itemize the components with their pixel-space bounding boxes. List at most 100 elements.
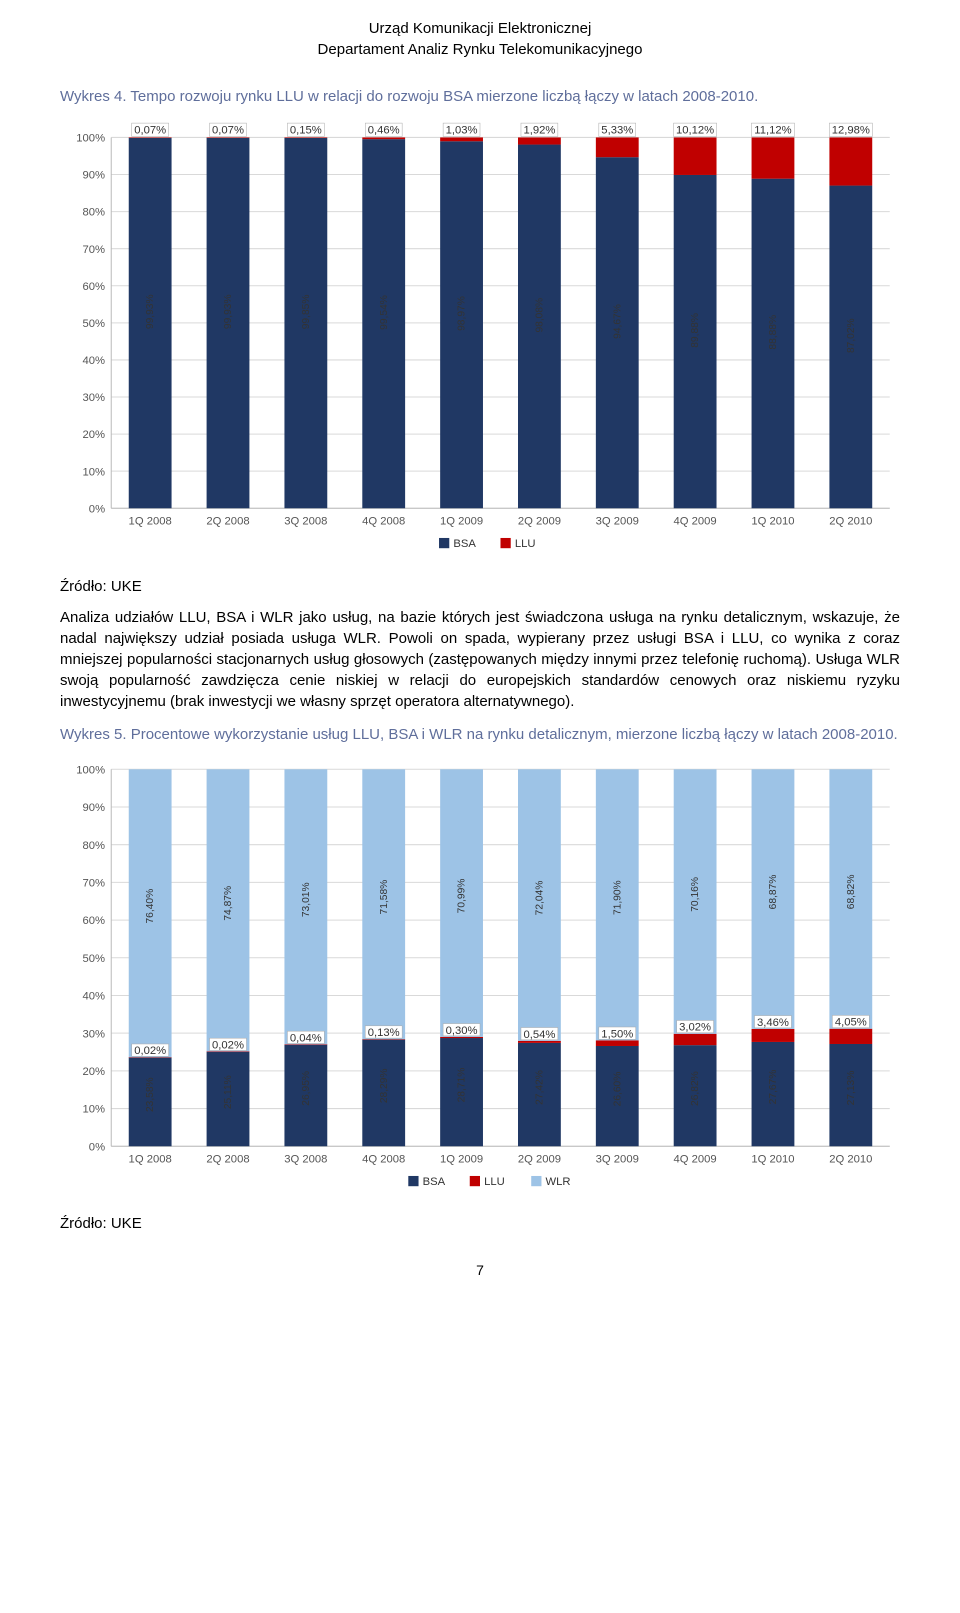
- svg-text:74,87%: 74,87%: [223, 886, 234, 921]
- svg-text:0,07%: 0,07%: [134, 124, 166, 136]
- svg-text:76,40%: 76,40%: [145, 889, 156, 924]
- svg-text:70,99%: 70,99%: [457, 878, 468, 913]
- svg-text:26,60%: 26,60%: [612, 1071, 623, 1106]
- analysis-paragraph: Analiza udziałów LLU, BSA i WLR jako usł…: [60, 607, 900, 712]
- svg-text:1,92%: 1,92%: [523, 124, 555, 136]
- chart1-container: 0%10%20%30%40%50%60%70%80%90%100%99,93%1…: [60, 119, 900, 570]
- svg-text:1,03%: 1,03%: [446, 124, 478, 136]
- svg-text:98,08%: 98,08%: [534, 298, 545, 333]
- svg-text:4Q 2009: 4Q 2009: [674, 1153, 717, 1165]
- svg-text:3,46%: 3,46%: [757, 1017, 789, 1029]
- svg-text:2Q 2010: 2Q 2010: [829, 1153, 872, 1165]
- svg-text:50%: 50%: [83, 953, 106, 965]
- svg-text:70%: 70%: [83, 877, 106, 889]
- svg-text:2Q 2009: 2Q 2009: [518, 1153, 561, 1165]
- svg-text:23,58%: 23,58%: [145, 1077, 156, 1112]
- svg-text:1Q 2010: 1Q 2010: [751, 1153, 794, 1165]
- svg-text:20%: 20%: [83, 429, 106, 441]
- svg-text:4Q 2009: 4Q 2009: [674, 516, 717, 528]
- svg-text:28,29%: 28,29%: [379, 1068, 390, 1103]
- svg-text:70,16%: 70,16%: [690, 877, 701, 912]
- svg-text:3Q 2008: 3Q 2008: [284, 1153, 327, 1165]
- svg-text:4Q 2008: 4Q 2008: [362, 516, 405, 528]
- svg-text:BSA: BSA: [423, 1176, 446, 1188]
- svg-text:25,11%: 25,11%: [223, 1075, 234, 1109]
- svg-text:0%: 0%: [89, 1141, 105, 1153]
- svg-text:60%: 60%: [83, 281, 106, 293]
- svg-text:2Q 2008: 2Q 2008: [206, 1153, 249, 1165]
- svg-text:100%: 100%: [76, 133, 105, 145]
- svg-text:2Q 2008: 2Q 2008: [206, 516, 249, 528]
- svg-text:0,30%: 0,30%: [446, 1025, 478, 1037]
- svg-text:88,88%: 88,88%: [768, 315, 779, 350]
- svg-text:3,02%: 3,02%: [679, 1021, 711, 1033]
- svg-text:11,12%: 11,12%: [754, 124, 791, 136]
- svg-text:0,54%: 0,54%: [523, 1029, 555, 1041]
- svg-text:68,82%: 68,82%: [846, 874, 857, 909]
- svg-text:90%: 90%: [83, 170, 106, 182]
- svg-text:0,46%: 0,46%: [368, 124, 400, 136]
- svg-text:70%: 70%: [83, 244, 106, 256]
- org-name: Urząd Komunikacji Elektronicznej: [60, 20, 900, 37]
- svg-text:87,02%: 87,02%: [846, 318, 857, 353]
- svg-text:27,13%: 27,13%: [846, 1070, 857, 1105]
- svg-text:99,93%: 99,93%: [223, 294, 234, 329]
- svg-text:1Q 2009: 1Q 2009: [440, 1153, 483, 1165]
- svg-text:0,02%: 0,02%: [212, 1039, 244, 1051]
- svg-text:0,13%: 0,13%: [368, 1027, 400, 1039]
- svg-text:26,95%: 26,95%: [301, 1071, 312, 1106]
- svg-text:0,07%: 0,07%: [212, 124, 244, 136]
- svg-text:12,98%: 12,98%: [832, 124, 870, 136]
- svg-text:10%: 10%: [83, 1103, 106, 1115]
- svg-text:10%: 10%: [83, 466, 106, 478]
- svg-text:40%: 40%: [83, 990, 106, 1002]
- chart2-source: Źródło: UKE: [60, 1215, 900, 1232]
- svg-text:94,67%: 94,67%: [612, 304, 623, 339]
- chart1-svg: 0%10%20%30%40%50%60%70%80%90%100%99,93%1…: [60, 119, 900, 570]
- dept-name: Departament Analiz Rynku Telekomunikacyj…: [60, 41, 900, 58]
- svg-text:28,71%: 28,71%: [457, 1067, 468, 1102]
- svg-text:1Q 2009: 1Q 2009: [440, 516, 483, 528]
- svg-text:71,58%: 71,58%: [379, 879, 390, 914]
- svg-text:0%: 0%: [89, 503, 105, 515]
- svg-text:89,88%: 89,88%: [690, 313, 701, 348]
- svg-text:99,85%: 99,85%: [301, 295, 312, 330]
- svg-text:80%: 80%: [83, 207, 106, 219]
- svg-text:26,82%: 26,82%: [690, 1071, 701, 1106]
- svg-text:27,67%: 27,67%: [768, 1069, 779, 1104]
- chart1-caption: Wykres 4. Tempo rozwoju rynku LLU w rela…: [60, 86, 900, 107]
- svg-text:90%: 90%: [83, 802, 106, 814]
- svg-text:5,33%: 5,33%: [601, 124, 633, 136]
- svg-text:40%: 40%: [83, 355, 106, 367]
- page-number: 7: [60, 1262, 900, 1278]
- svg-text:27,42%: 27,42%: [534, 1070, 545, 1105]
- svg-text:100%: 100%: [76, 764, 105, 776]
- svg-text:50%: 50%: [83, 318, 106, 330]
- svg-text:99,93%: 99,93%: [145, 294, 156, 329]
- svg-text:30%: 30%: [83, 1028, 106, 1040]
- svg-text:71,90%: 71,90%: [612, 880, 623, 915]
- svg-text:73,01%: 73,01%: [301, 882, 312, 917]
- svg-text:98,97%: 98,97%: [457, 296, 468, 331]
- svg-text:4Q 2008: 4Q 2008: [362, 1153, 405, 1165]
- chart1-source: Źródło: UKE: [60, 578, 900, 595]
- svg-text:1Q 2008: 1Q 2008: [129, 1153, 172, 1165]
- chart2-caption: Wykres 5. Procentowe wykorzystanie usług…: [60, 724, 900, 745]
- svg-text:72,04%: 72,04%: [534, 880, 545, 915]
- svg-text:99,54%: 99,54%: [379, 295, 390, 330]
- svg-text:1,50%: 1,50%: [601, 1028, 633, 1040]
- svg-text:20%: 20%: [83, 1066, 106, 1078]
- svg-text:2Q 2009: 2Q 2009: [518, 516, 561, 528]
- svg-text:0,04%: 0,04%: [290, 1032, 322, 1044]
- svg-text:0,02%: 0,02%: [134, 1045, 166, 1057]
- svg-text:1Q 2010: 1Q 2010: [751, 516, 794, 528]
- chart2-container: 0%10%20%30%40%50%60%70%80%90%100%23,58%7…: [60, 757, 900, 1208]
- svg-text:3Q 2009: 3Q 2009: [596, 516, 639, 528]
- svg-text:LLU: LLU: [484, 1176, 505, 1188]
- svg-text:3Q 2009: 3Q 2009: [596, 1153, 639, 1165]
- svg-text:4,05%: 4,05%: [835, 1016, 867, 1028]
- svg-text:1Q 2008: 1Q 2008: [129, 516, 172, 528]
- svg-text:10,12%: 10,12%: [676, 124, 714, 136]
- chart2-svg: 0%10%20%30%40%50%60%70%80%90%100%23,58%7…: [60, 757, 900, 1208]
- svg-text:0,15%: 0,15%: [290, 124, 322, 136]
